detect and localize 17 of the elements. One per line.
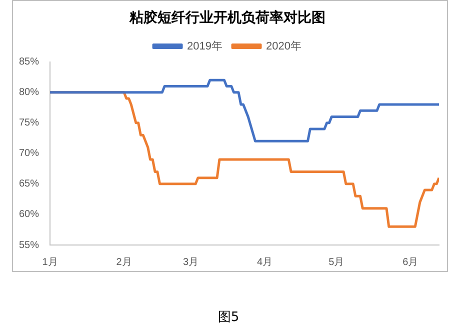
x-tick-label: 5月	[328, 256, 344, 268]
legend-label: 2020年	[266, 40, 302, 52]
x-tick-label: 1月	[42, 256, 58, 268]
y-tick-label: 75%	[19, 118, 40, 129]
y-tick-label: 70%	[19, 148, 40, 160]
y-tick-label: 60%	[19, 209, 40, 220]
y-tick-label: 85%	[19, 56, 40, 68]
x-tick-label: 2月	[116, 256, 132, 268]
x-tick-label: 4月	[257, 256, 273, 268]
caption: 图5	[216, 309, 240, 326]
chart-title: 粘胶短纤行业开机负荷率对比图	[128, 9, 326, 26]
legend-label: 2019年	[187, 40, 223, 52]
y-tick-label: 55%	[19, 240, 40, 251]
x-tick-label: 3月	[183, 256, 199, 268]
y-tick-label: 80%	[19, 87, 40, 98]
y-tick-label: 65%	[19, 178, 40, 190]
x-tick-label: 6月	[402, 256, 418, 268]
